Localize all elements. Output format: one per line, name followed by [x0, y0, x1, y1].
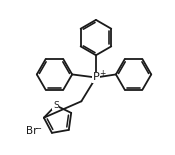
Text: S: S	[53, 101, 59, 110]
Text: +: +	[99, 69, 106, 78]
Text: −: −	[34, 124, 41, 133]
Text: Br: Br	[26, 126, 38, 136]
Text: P: P	[93, 73, 99, 82]
